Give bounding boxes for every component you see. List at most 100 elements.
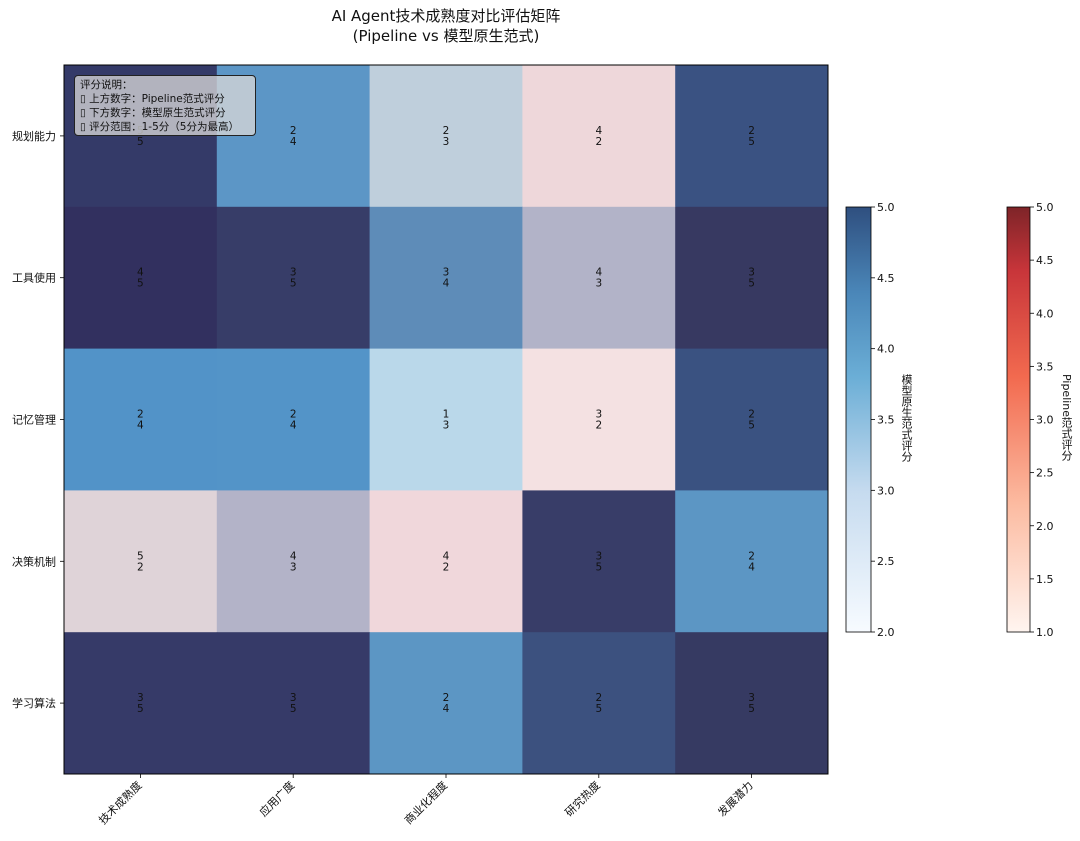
title-line-2: (Pipeline vs 模型原生范式) <box>352 27 540 45</box>
chart-title: AI Agent技术成熟度对比评估矩阵 (Pipeline vs 模型原生范式) <box>64 6 828 46</box>
colorbar-tick-label: 2.0 <box>877 626 895 639</box>
cell-native-score-r2-c3: 4 <box>443 278 450 290</box>
heatmap-cell-r5-c2 <box>216 632 371 775</box>
colorbar-red-label: Pipeline范式评分 <box>1060 374 1073 462</box>
cell-pipeline-score-r5-c4: 2 <box>595 692 602 704</box>
cell-pipeline-score-r1-c5: 2 <box>748 125 755 137</box>
cell-native-score-r4-c5: 4 <box>748 561 755 573</box>
y-tick-label: 学习算法 <box>12 696 56 710</box>
cell-native-score-r2-c5: 5 <box>748 278 755 290</box>
cell-native-score-r5-c4: 5 <box>595 703 602 715</box>
cell-pipeline-score-r2-c1: 4 <box>137 267 144 279</box>
x-tick-label: 发展潜力 <box>715 778 756 819</box>
colorbar-tick-label: 3.0 <box>1036 414 1054 427</box>
heatmap-cell-r1-c4 <box>522 65 676 208</box>
cell-pipeline-score-r1-c4: 4 <box>595 125 602 137</box>
cell-pipeline-score-r5-c1: 3 <box>137 692 144 704</box>
cell-native-score-r1-c3: 3 <box>443 136 450 148</box>
x-tick-label: 商业化程度 <box>401 778 450 827</box>
colorbar-tick-label: 3.0 <box>877 484 895 497</box>
heatmap-cell-r3-c3 <box>369 348 523 491</box>
colorbar-red <box>1006 206 1031 633</box>
cell-native-score-r3-c2: 4 <box>290 420 297 432</box>
heatmap-cell-r1-c5 <box>675 65 829 208</box>
colorbar-tick-label: 4.5 <box>1036 254 1054 267</box>
cell-native-score-r3-c1: 4 <box>137 420 144 432</box>
score-legend: 评分说明： ▯ 上方数字：Pipeline范式评分 ▯ 下方数字：模型原生范式评… <box>74 75 256 136</box>
cell-pipeline-score-r2-c2: 3 <box>290 267 297 279</box>
cell-native-score-r3-c3: 3 <box>443 420 450 432</box>
legend-line-upper: ▯ 上方数字：Pipeline范式评分 <box>80 93 225 105</box>
y-tick-label: 记忆管理 <box>12 413 56 427</box>
colorbar-blue-ticks: 2.0 2.5 3.0 3.5 4.0 4.5 5.0 <box>871 201 895 639</box>
cell-native-score-r2-c1: 5 <box>137 278 144 290</box>
colorbar-tick-label: 2.0 <box>1036 520 1054 533</box>
cell-pipeline-score-r4-c2: 4 <box>290 550 297 562</box>
cell-pipeline-score-r5-c2: 3 <box>290 692 297 704</box>
cell-pipeline-score-r4-c3: 4 <box>443 550 450 562</box>
heatmap-cell-r5-c1 <box>64 632 218 775</box>
cell-native-score-r2-c2: 5 <box>290 278 297 290</box>
colorbar-tick-label: 5.0 <box>1036 201 1054 214</box>
heatmap-cell-r3-c2 <box>216 348 371 491</box>
cell-pipeline-score-r1-c2: 2 <box>290 125 297 137</box>
heatmap-cell-labels: 5524234225453534433524241332255243423524… <box>137 125 755 715</box>
cell-native-score-r5-c1: 5 <box>137 703 144 715</box>
heatmap-cell-r1-c3 <box>369 65 523 208</box>
cell-native-score-r4-c2: 3 <box>290 561 297 573</box>
cell-pipeline-score-r2-c4: 4 <box>595 267 602 279</box>
heatmap-cell-r4-c2 <box>216 490 371 633</box>
heatmap-cell-r4-c5 <box>675 490 829 633</box>
colorbar-red-ticks: 1.0 1.5 2.0 2.5 3.0 3.5 4.0 4.5 5.0 <box>1030 201 1054 639</box>
cell-pipeline-score-r3-c1: 2 <box>137 409 144 421</box>
cell-native-score-r1-c2: 4 <box>290 136 297 148</box>
cell-native-score-r5-c5: 5 <box>748 703 755 715</box>
cell-pipeline-score-r4-c1: 5 <box>137 550 144 562</box>
cell-pipeline-score-r3-c2: 2 <box>290 409 297 421</box>
heatmap-cell-r2-c5 <box>675 206 829 350</box>
colorbar-tick-label: 1.0 <box>1036 626 1054 639</box>
cell-pipeline-score-r4-c4: 3 <box>595 550 602 562</box>
heatmap-cell-r2-c3 <box>369 206 523 350</box>
colorbar-tick-label: 4.0 <box>877 343 895 356</box>
cell-native-score-r4-c4: 5 <box>595 561 602 573</box>
cell-pipeline-score-r2-c5: 3 <box>748 267 755 279</box>
cell-native-score-r4-c1: 2 <box>137 561 144 573</box>
y-tick-label: 工具使用 <box>12 272 56 285</box>
heatmap-cell-r2-c4 <box>522 206 676 350</box>
heatmap-cell-r2-c1 <box>64 206 218 350</box>
heatmap-cell-r5-c5 <box>675 632 829 775</box>
x-tick-label: 应用广度 <box>256 778 297 819</box>
legend-title: 评分说明： <box>80 79 133 91</box>
cell-native-score-r3-c4: 2 <box>595 420 602 432</box>
cell-native-score-r5-c3: 4 <box>443 703 450 715</box>
x-tick-label: 技术成熟度 <box>96 778 145 827</box>
heatmap-cell-r4-c4 <box>522 490 676 633</box>
cell-pipeline-score-r3-c5: 2 <box>748 409 755 421</box>
cell-native-score-r1-c4: 2 <box>595 136 602 148</box>
heatmap-cell-r3-c4 <box>522 348 676 491</box>
y-tick-label: 规划能力 <box>12 129 56 143</box>
cell-pipeline-score-r3-c4: 3 <box>595 409 602 421</box>
cell-pipeline-score-r4-c5: 2 <box>748 550 755 562</box>
cell-pipeline-score-r5-c5: 3 <box>748 692 755 704</box>
colorbar-blue-label: 模型原生范式评分 <box>900 374 913 462</box>
cell-pipeline-score-r5-c3: 2 <box>443 692 450 704</box>
colorbar-tick-label: 1.5 <box>1036 573 1054 586</box>
title-line-1: AI Agent技术成熟度对比评估矩阵 <box>331 7 561 25</box>
heatmap-cell-r4-c1 <box>64 490 218 633</box>
x-tick-label: 研究热度 <box>562 778 603 819</box>
cell-native-score-r5-c2: 5 <box>290 703 297 715</box>
cell-native-score-r3-c5: 5 <box>748 420 755 432</box>
heatmap-cell-r3-c1 <box>64 348 218 491</box>
heatmap-cell-r5-c3 <box>369 632 523 775</box>
cell-native-score-r2-c4: 3 <box>595 278 602 290</box>
heatmap-cell-r2-c2 <box>216 206 371 350</box>
heatmap-cell-r3-c5 <box>675 348 829 491</box>
colorbar-tick-label: 4.5 <box>877 272 895 285</box>
colorbar-tick-label: 2.5 <box>877 555 895 568</box>
heatmap-cells <box>64 65 829 775</box>
colorbar-tick-label: 4.0 <box>1036 307 1054 320</box>
